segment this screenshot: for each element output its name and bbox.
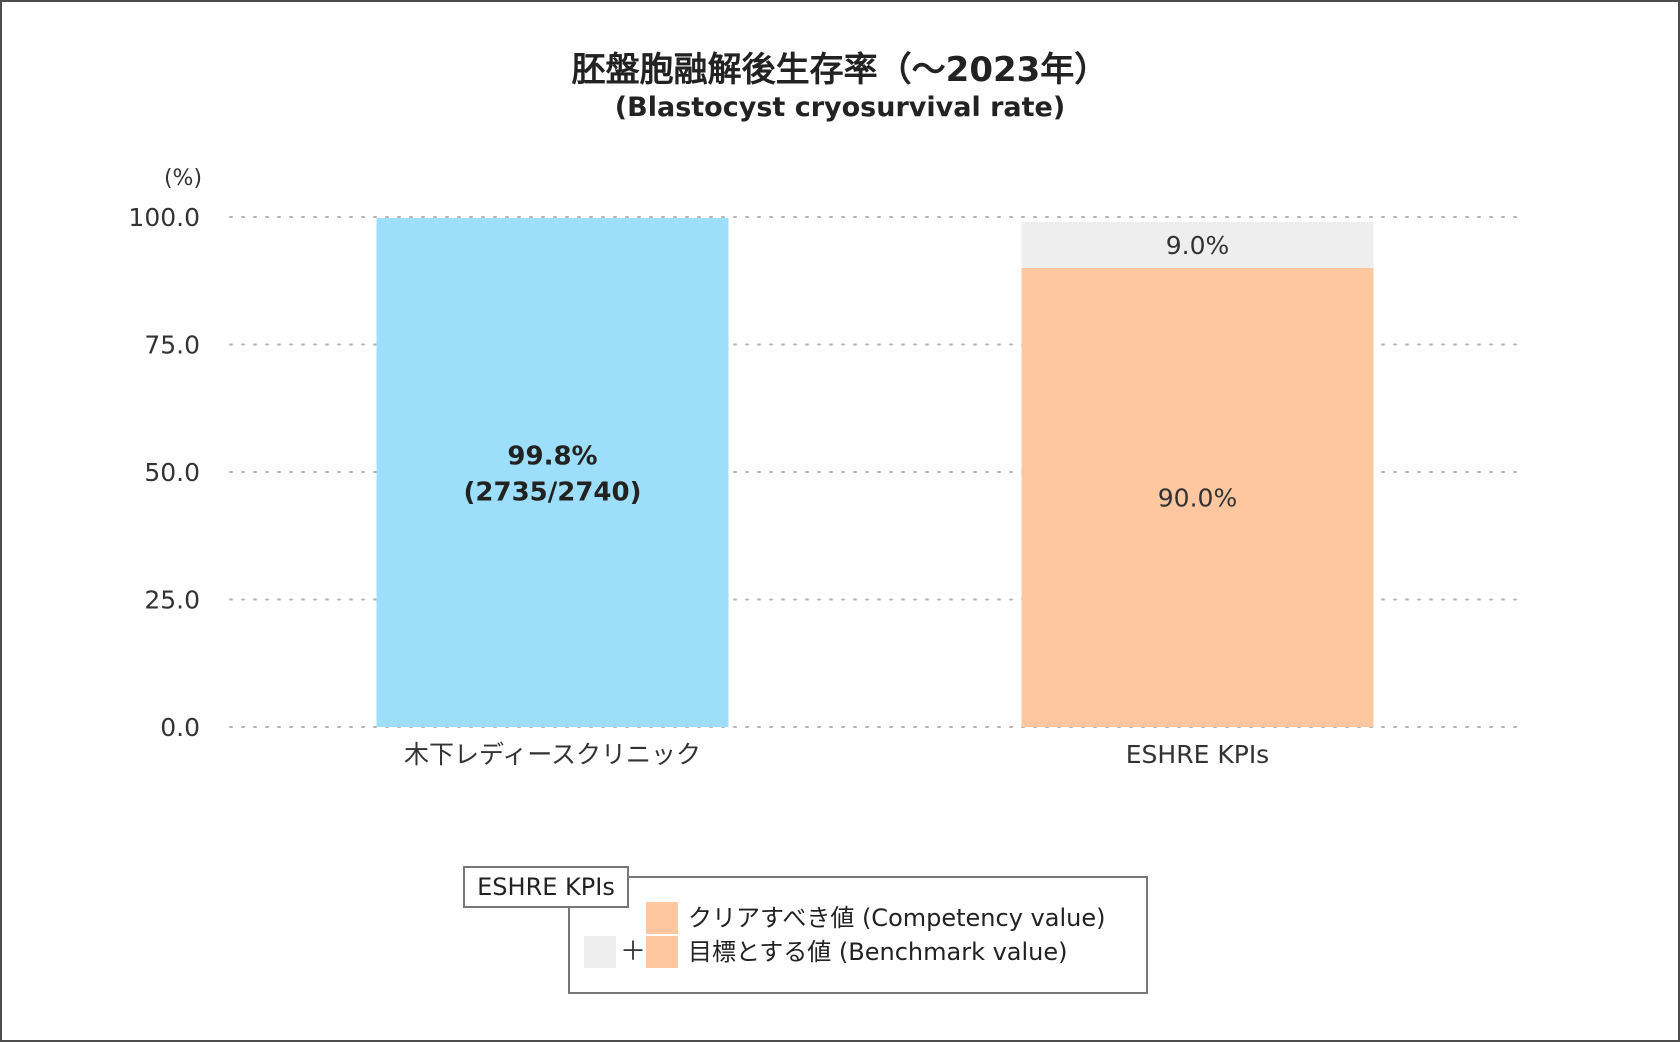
data-sublabel: (2735/2740) [464,478,642,508]
chart-subtitle: (Blastocyst cryosurvival rate) [614,92,1066,123]
x-category-label: ESHRE KPIs [1126,740,1269,769]
chart-title: 胚盤胞融解後生存率（〜2023年） [571,50,1109,90]
bar-segment-competency [1021,268,1374,727]
legend-swatch-competency [646,902,678,934]
y-tick-label: 100.0 [128,203,200,232]
legend-swatch-benchmark-extra [584,936,616,968]
legend: クリアすべき値 (Competency value) ＋ 目標とする値 (Ben… [568,876,1148,994]
legend-label-benchmark: 目標とする値 (Benchmark value) [688,938,1068,966]
legend-swatch-benchmark-base [646,936,678,968]
data-label: 9.0% [1166,231,1230,260]
legend-label-competency: クリアすべき値 (Competency value) [688,904,1106,932]
data-label: 99.8% [507,442,597,472]
y-tick-label: 0.0 [160,713,200,742]
legend-row-benchmark: ＋ 目標とする値 (Benchmark value) [570,936,1146,970]
y-tick-label: 50.0 [144,458,200,487]
legend-title: ESHRE KPIs [463,866,629,908]
bar-segment-clinic [376,218,729,727]
x-category-label: 木下レディースクリニック [404,740,701,769]
data-label: 90.0% [1158,484,1237,513]
y-axis-unit-label: (%) [164,166,202,191]
bar-segment-benchmark-extra [1021,222,1374,268]
y-tick-label: 25.0 [144,586,200,615]
legend-row-competency: クリアすべき値 (Competency value) [570,902,1146,936]
y-tick-label: 75.0 [144,331,200,360]
legend-plus-sign: ＋ [620,937,647,967]
